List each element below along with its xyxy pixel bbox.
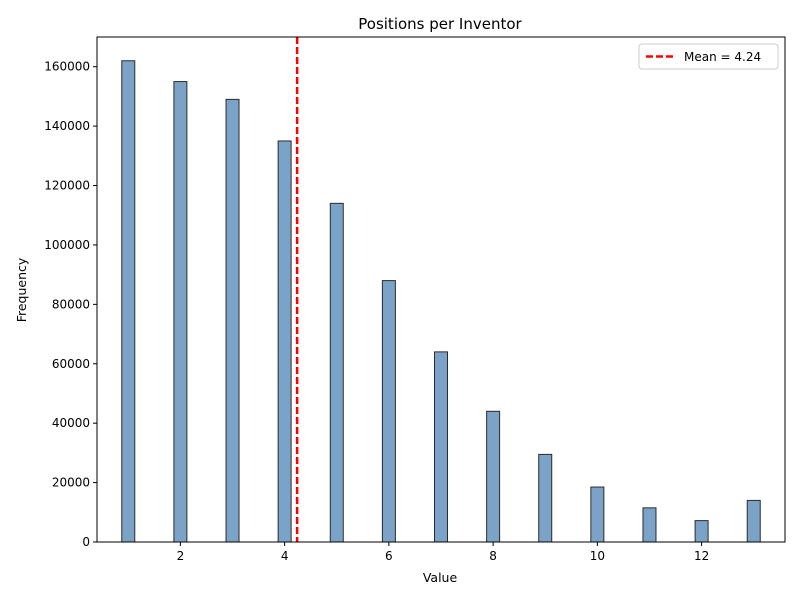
bar-5 xyxy=(329,202,344,543)
x-axis: 2 4 6 8 10 12 xyxy=(177,542,709,563)
plot-area xyxy=(121,37,761,543)
plot-frame xyxy=(96,36,786,543)
y-tick-label: 100000 xyxy=(44,238,90,252)
y-tick-label: 0 xyxy=(82,535,90,549)
x-axis-label: Value xyxy=(423,570,458,585)
bar-13 xyxy=(746,499,761,543)
bar-1 xyxy=(121,60,136,543)
x-tick-label: 10 xyxy=(590,549,605,563)
chart-title: Positions per Inventor xyxy=(358,15,522,33)
x-tick-label: 6 xyxy=(385,549,393,563)
bar-11 xyxy=(642,507,657,543)
legend: Mean = 4.24 xyxy=(638,43,779,70)
bar-2 xyxy=(173,81,188,543)
bar-7 xyxy=(434,351,448,543)
x-tick-label: 4 xyxy=(281,549,289,563)
y-tick-label: 80000 xyxy=(52,297,90,311)
bar-8 xyxy=(486,410,501,543)
bar-3 xyxy=(225,98,240,543)
bar-9 xyxy=(538,453,553,543)
bar-4 xyxy=(277,140,292,543)
x-tick-label: 2 xyxy=(177,549,185,563)
bar-12 xyxy=(694,520,709,543)
bar-10 xyxy=(590,486,605,543)
y-tick-label: 120000 xyxy=(44,179,90,193)
y-tick-label: 20000 xyxy=(52,476,90,490)
y-tick-label: 60000 xyxy=(52,357,90,371)
y-tick-label: 140000 xyxy=(44,119,90,133)
y-axis: 0 20000 40000 60000 80000 100000 120000 140000 1… xyxy=(44,60,97,549)
y-tick-label: 160000 xyxy=(44,60,90,74)
legend-box xyxy=(638,43,779,70)
y-tick-label: 40000 xyxy=(52,416,90,430)
x-tick-label: 12 xyxy=(694,549,709,563)
x-tick-label: 8 xyxy=(489,549,497,563)
legend-mean-label: Mean = 4.24 xyxy=(684,50,761,64)
y-axis-label: Frequency xyxy=(14,257,29,322)
bar-6 xyxy=(381,280,396,543)
